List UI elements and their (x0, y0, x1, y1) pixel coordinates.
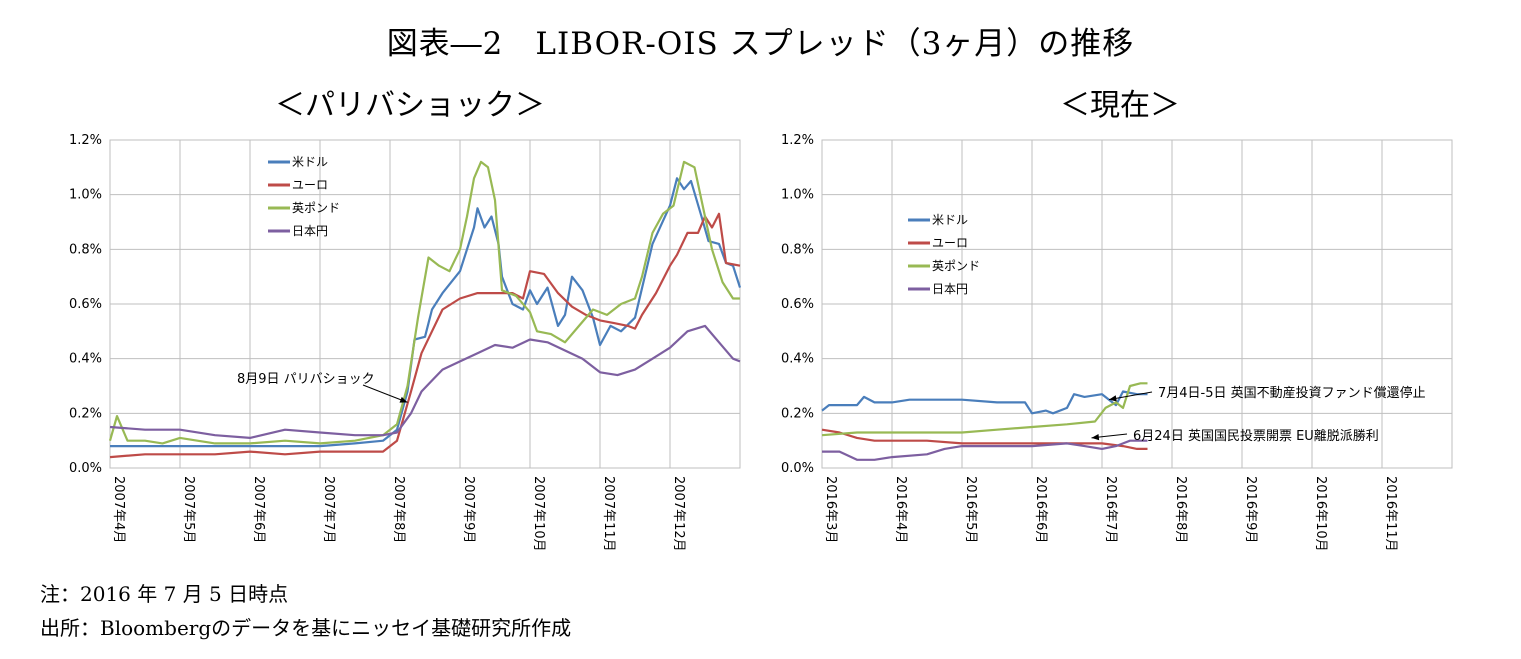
x-tick-label: 2007年4月 (111, 476, 126, 543)
annotation-label: 7月4日-5日 英国不動産投資ファンド償還停止 (1158, 385, 1426, 401)
legend-label-jpy: 日本円 (932, 282, 968, 296)
chart-left-title: ＜パリバショック＞ (275, 88, 545, 123)
x-tick-label: 2007年6月 (251, 476, 266, 543)
y-tick-label: 1.0% (781, 188, 814, 203)
legend-label-gbp: 英ポンド (932, 259, 980, 273)
annotation-label: 6月24日 英国国民投票開票 EU離脱派勝利 (1133, 428, 1379, 444)
x-tick-label: 2016年7月 (1103, 476, 1118, 543)
series-line-gbp (821, 382, 1148, 437)
legend-label-jpy: 日本円 (292, 224, 328, 238)
y-tick-label: 0.8% (781, 242, 814, 257)
x-tick-label: 2007年10月 (531, 476, 546, 552)
charts-canvas: 0.0% 0.2% 0.4% 0.6% 0.8% 1.0% 1.2% 2007年4月 2007年… (69, 133, 1453, 552)
legend-label-eur: ユーロ (292, 178, 328, 192)
y-tick-label: 1.2% (781, 133, 814, 148)
series-line-jpy (109, 324, 741, 439)
x-tick-label: 2016年3月 (823, 476, 838, 543)
series-line-eur (109, 212, 741, 459)
chart-right-title: ＜現在＞ (1060, 88, 1180, 123)
y-tick-label: 0.2% (781, 406, 814, 421)
legend-label-usd: 米ドル (292, 155, 328, 169)
x-tick-label: 2007年12月 (671, 476, 686, 552)
x-tick-label: 2007年8月 (391, 476, 406, 543)
x-tick-label: 2007年5月 (181, 476, 196, 543)
x-tick-label: 2016年5月 (963, 476, 978, 543)
y-tick-label: 0.0% (781, 461, 814, 476)
y-tick-label: 0.8% (69, 242, 102, 257)
y-tick-label: 0.2% (69, 406, 102, 421)
annotation-arrowhead (399, 396, 408, 403)
note-text: 注：2016 年 7 月 5 日時点 (40, 582, 289, 606)
x-tick-label: 2007年11月 (601, 476, 616, 552)
annotation-arrowhead (1091, 434, 1100, 441)
y-tick-label: 0.4% (781, 352, 814, 367)
x-tick-label: 2016年4月 (893, 476, 908, 543)
annotation-arrow (362, 384, 408, 403)
legend-label-eur: ユーロ (932, 236, 968, 250)
plot-frame (821, 139, 1453, 469)
main-title: 図表―2 LIBOR-OIS スプレッド（3ヶ月）の推移 (386, 26, 1135, 62)
y-tick-label: 0.6% (781, 297, 814, 312)
series-line-jpy (822, 439, 1148, 461)
y-tick-label: 1.0% (69, 188, 102, 203)
series-line-gbp (108, 160, 740, 445)
legend-label-gbp: 英ポンド (292, 201, 340, 215)
annotation-arrowhead (1109, 395, 1117, 402)
source-text: 出所：Bloombergのデータを基にニッセイ基礎研究所作成 (40, 616, 572, 640)
y-tick-label: 0.0% (69, 461, 102, 476)
y-tick-label: 0.4% (69, 352, 102, 367)
y-tick-label: 1.2% (69, 133, 102, 148)
x-tick-label: 2016年8月 (1173, 476, 1188, 543)
x-tick-label: 2007年7月 (321, 476, 336, 543)
legend-label-usd: 米ドル (932, 213, 968, 227)
plot-frame (109, 139, 741, 469)
x-tick-label: 2016年6月 (1033, 476, 1048, 543)
x-tick-label: 2016年10月 (1313, 476, 1328, 552)
series-line-usd (110, 177, 742, 448)
series-line-usd (821, 390, 1148, 415)
annotation-label: 8月9日 パリバショック (237, 372, 375, 387)
y-tick-label: 0.6% (69, 297, 102, 312)
x-tick-label: 2007年9月 (461, 476, 476, 543)
x-tick-label: 2016年11月 (1383, 476, 1398, 552)
x-tick-label: 2016年9月 (1243, 476, 1258, 543)
